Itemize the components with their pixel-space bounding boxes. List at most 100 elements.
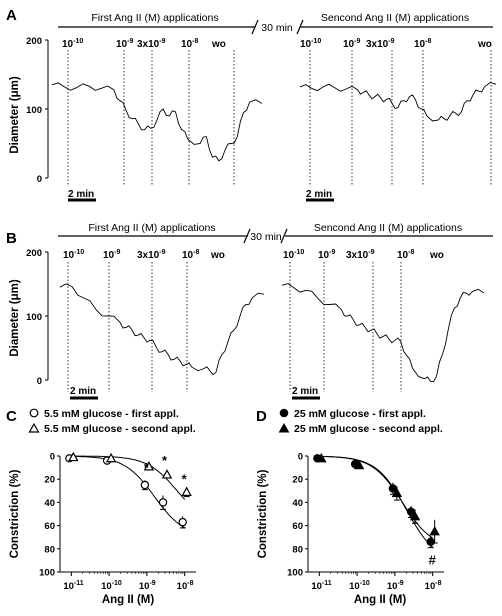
data-point-triangle [391,487,403,498]
y-tick-label: 40 [292,498,303,509]
data-point-triangle [68,451,79,462]
x-axis-title: Ang II (M) [354,594,407,606]
concentration-label: 10-9 [103,249,120,261]
diameter-trace-second [281,283,485,383]
break-mark [296,19,304,35]
plot-area: # [313,452,440,567]
concentration-label: 10-10 [283,249,304,261]
application-markers [67,262,402,392]
data-point-triangle [429,525,440,536]
interval-label: 30 min [261,22,293,34]
y-axis-title: Constriction (%) [9,469,21,558]
panel-a: A First Ang II (M) applications Sencond … [6,7,497,202]
concentration-label: 10-10 [63,249,84,261]
y-tick-label: 20 [44,475,55,486]
legend-label: 5.5 mM glucose - first appl. [44,408,179,420]
x-tick-label: 10-9 [139,580,156,592]
data-point-triangle [181,486,192,496]
panel-b: B First Ang II (M) applications Sencond … [6,222,493,400]
x-tick-label: 10-8 [177,580,194,592]
legend-marker-open-circle [29,408,39,418]
x-tick-label: 10-10 [101,580,122,592]
concentration-label: 10-8 [414,38,431,50]
legend-marker-filled-circle [279,408,289,418]
y-tick-label: 0 [37,174,42,185]
concentration-label: 10-9 [318,249,335,261]
panel-letter-a: A [6,7,17,24]
x-tick-label: 10-11 [311,580,331,592]
plot-area: * * * [65,451,192,529]
segment-title-first: First Ang II (M) applications [91,12,218,24]
panel-letter-d: D [256,408,267,425]
x-tick-label: 10-9 [387,580,404,592]
concentration-label: 10-10 [62,38,83,50]
segment-title-second: Sencond Ang II (M) applications [321,12,469,24]
concentration-label: wo [210,250,225,261]
x-tick-label: 10-11 [63,580,83,592]
application-markers [67,50,492,186]
concentration-label: wo [429,250,444,261]
y-tick-label: 100 [26,312,42,323]
data-point-circle [426,537,435,547]
data-point-circle [158,498,168,507]
axes: 0 20 40 60 80 100 10-11 10-10 10-9 10-8 [39,452,196,592]
data-point-triangle [105,452,117,463]
legend-marker-filled-triangle [278,422,290,433]
scale-bar-label: 2 min [292,386,318,397]
concentration-label: 10-9 [116,38,133,50]
concentration-label: 10-8 [397,249,414,261]
concentration-label: 10-10 [300,38,321,50]
concentration-label: 10-9 [343,38,360,50]
concentration-label: 3x10-9 [137,249,166,261]
y-axis-title: Diameter (μm) [9,76,21,154]
significance-mark: * [144,460,150,475]
break-mark [243,228,251,244]
scale-bar-label: 2 min [68,189,94,200]
panel-c: C 5.5 mM glucose - first appl. 5.5 mM gl… [6,408,196,606]
fit-curve [71,455,185,529]
concentration-label: 3x10-9 [137,38,166,50]
data-point-triangle [409,510,421,521]
legend-label: 25 mM glucose - second appl. [294,423,443,435]
segment-title-second: Sencond Ang II (M) applications [314,222,462,234]
data-point-circle [178,517,187,527]
concentration-label: 3x10-9 [346,249,375,261]
legend-marker-open-triangle [28,422,40,433]
concentration-label: 10-8 [181,38,198,50]
y-tick-label: 0 [37,376,42,387]
y-axis-title: Diameter (μm) [9,279,21,357]
y-tick-label: 40 [44,498,55,509]
concentration-label: 10-8 [182,249,199,261]
data-point-triangle [143,460,155,471]
scale-bar-label: 2 min [70,386,96,397]
x-tick-label: 10-8 [425,580,442,592]
y-tick-label: 20 [292,475,303,486]
y-tick-label: 80 [44,544,55,555]
data-point-triangle [161,469,173,479]
y-tick-label: 200 [26,36,42,47]
x-axis-title: Ang II (M) [102,594,155,606]
panel-letter-b: B [6,230,17,247]
data-point-triangle [353,459,365,470]
y-tick-label: 0 [298,452,303,463]
y-tick-label: 100 [26,105,42,116]
diameter-trace-first [51,82,263,162]
concentration-label: 3x10-9 [366,38,395,50]
concentration-label: wo [211,39,226,50]
panel-letter-c: C [6,408,17,425]
break-mark [251,19,259,35]
axes: 0 20 40 60 80 100 10-11 10-10 10-9 10-8 [287,452,444,592]
segment-title-first: First Ang II (M) applications [88,222,215,234]
break-mark [280,228,288,244]
interval-label: 30 min [250,231,282,243]
significance-mark: # [429,552,437,567]
y-axis-title: Constriction (%) [257,469,269,558]
scale-bar-label: 2 min [306,189,332,200]
y-tick-label: 60 [44,521,55,532]
legend-label: 25 mM glucose - first appl. [294,408,426,420]
significance-mark: * [182,472,188,487]
data-point-triangle [316,452,327,463]
y-tick-label: 80 [292,544,303,555]
y-tick-label: 0 [50,452,55,463]
